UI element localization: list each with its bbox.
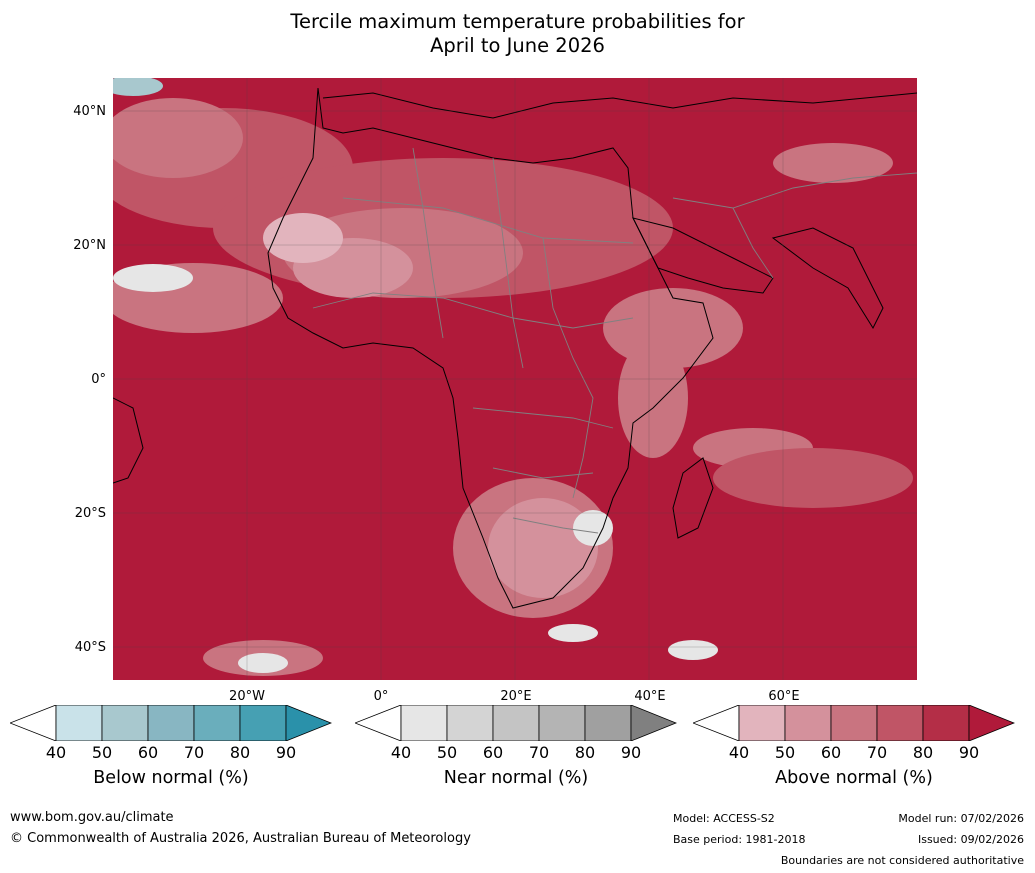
- colorbar-below-cell-6: [285, 705, 332, 741]
- coastlines: [112, 87, 918, 609]
- near-tick-90: 90: [620, 743, 642, 762]
- near-tick-80: 80: [574, 743, 596, 762]
- colorbar-near-normal: [355, 705, 677, 741]
- model-run-date: Model run: 07/02/2026: [898, 812, 1024, 825]
- lat-label-0: 0°: [91, 372, 106, 387]
- lon-label-20w: 20°W: [229, 689, 265, 704]
- lon-label-60e: 60°E: [768, 689, 800, 704]
- graticule: [113, 78, 917, 680]
- model-name: Model: ACCESS-S2: [673, 812, 775, 825]
- below-tick-50: 50: [91, 743, 113, 762]
- colorbar-below-cell-1: [55, 705, 103, 741]
- colorbar-above-cell-6: [968, 705, 1015, 741]
- above-tick-70: 70: [866, 743, 888, 762]
- title-line-2: April to June 2026: [430, 34, 605, 57]
- colorbar-below-cell-3: [147, 705, 195, 741]
- above-tick-50: 50: [774, 743, 796, 762]
- colorbar-near-cell-2: [446, 705, 494, 741]
- near-tick-50: 50: [436, 743, 458, 762]
- lat-label-40n: 40°N: [73, 104, 106, 119]
- above-tick-40: 40: [728, 743, 750, 762]
- near-tick-60: 60: [482, 743, 504, 762]
- colorbar-above-cell-5: [922, 705, 970, 741]
- website-link[interactable]: www.bom.gov.au/climate: [10, 810, 174, 825]
- colorbar-near-cell-6: [630, 705, 677, 741]
- probability-map: [93, 76, 918, 680]
- colorbar-above-cell-4: [876, 705, 924, 741]
- below-tick-70: 70: [183, 743, 205, 762]
- colorbar-near-cell-0: [355, 705, 402, 741]
- map-canvas: [93, 76, 918, 680]
- above-tick-60: 60: [820, 743, 842, 762]
- issued-date: Issued: 09/02/2026: [917, 833, 1024, 846]
- colorbar-above-cell-3: [830, 705, 878, 741]
- colorbar-below-normal: [10, 705, 332, 741]
- lon-label-0: 0°: [373, 689, 389, 704]
- colorbar-below-cell-0: [10, 705, 57, 741]
- colorbar-near-cell-5: [584, 705, 632, 741]
- colorbar-below-cell-4: [193, 705, 241, 741]
- lat-label-40s: 40°S: [74, 640, 106, 655]
- colorbar-above-caption: Above normal (%): [775, 768, 933, 788]
- lat-label-20s: 20°S: [74, 506, 106, 521]
- probability-shading: [93, 76, 913, 676]
- lat-label-20n: 20°N: [73, 238, 106, 253]
- near-tick-40: 40: [390, 743, 412, 762]
- colorbar-above-cell-1: [738, 705, 786, 741]
- lon-label-20e: 20°E: [500, 689, 532, 704]
- below-tick-90: 90: [275, 743, 297, 762]
- colorbar-below-cell-2: [101, 705, 149, 741]
- above-tick-90: 90: [958, 743, 980, 762]
- colorbar-below-caption: Below normal (%): [93, 768, 249, 788]
- colorbar-above-cell-0: [693, 705, 740, 741]
- lon-label-40e: 40°E: [634, 689, 666, 704]
- below-tick-40: 40: [45, 743, 67, 762]
- map-title: Tercile maximum temperature probabilitie…: [0, 10, 1035, 58]
- colorbar-near-cell-4: [538, 705, 586, 741]
- title-line-1: Tercile maximum temperature probabilitie…: [290, 10, 745, 33]
- near-tick-70: 70: [528, 743, 550, 762]
- colorbar-near-cell-3: [492, 705, 540, 741]
- colorbar-near-caption: Near normal (%): [443, 768, 589, 788]
- copyright-text: © Commonwealth of Australia 2026, Austra…: [10, 831, 471, 846]
- colorbar-below-cell-5: [239, 705, 287, 741]
- colorbar-above-cell-2: [784, 705, 832, 741]
- base-period: Base period: 1981-2018: [673, 833, 806, 846]
- boundaries-disclaimer: Boundaries are not considered authoritat…: [780, 854, 1024, 867]
- below-tick-80: 80: [229, 743, 251, 762]
- below-tick-60: 60: [137, 743, 159, 762]
- colorbar-above-normal: [693, 705, 1015, 741]
- colorbar-near-cell-1: [400, 705, 448, 741]
- country-borders: [312, 147, 918, 534]
- above-tick-80: 80: [912, 743, 934, 762]
